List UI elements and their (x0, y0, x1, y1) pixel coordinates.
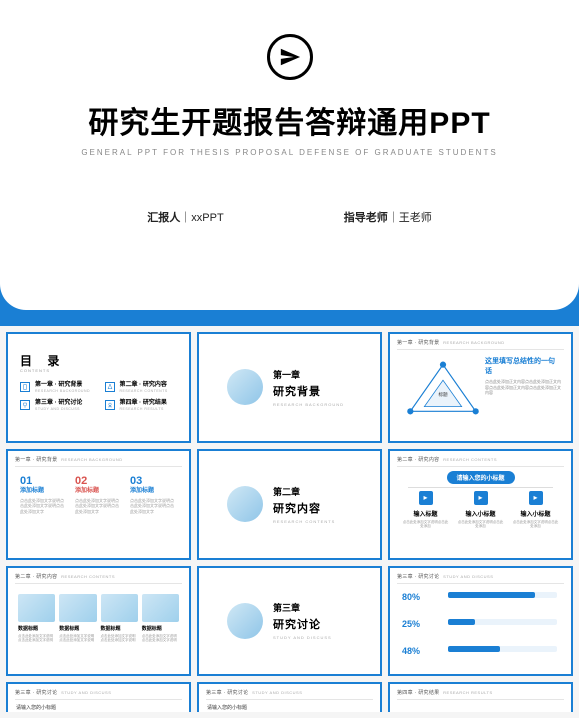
num-col: 03添加标题点击此处添加文字说明点击此处添加文字说明点击此处添加文字 (130, 475, 177, 515)
chapter-image (227, 603, 263, 639)
num-col: 02添加标题点击此处添加文字说明点击此处添加文字说明点击此处添加文字 (75, 475, 122, 515)
chapter-heading: 第二章 研究内容 RESEARCH CONTENTS (273, 485, 335, 524)
triangle-diagram: 标题 (404, 360, 482, 418)
breadcrumb: 第三章 · 研究讨论 STUDY AND DISCUSS (206, 689, 302, 696)
hero-slide: 研究生开题报告答辩通用PPT GENERAL PPT FOR THESIS PR… (0, 0, 579, 326)
slide-partial[interactable]: 第三章 · 研究讨论 STUDY AND DISCUSS 请输入您的小标题 (197, 682, 382, 712)
medal-icon (105, 400, 115, 410)
num-col: 01添加标题点击此处添加文字说明点击此处添加文字说明点击此处添加文字 (20, 475, 67, 515)
four-columns: 数据标题点击此处添加文字说明点击此处添加文字说明 数据标题点击此处添加文字说明点… (18, 594, 179, 667)
toc-item: 第二章 · 研究内容RESEARCH CONTENTS (105, 382, 180, 394)
thumb-image (101, 594, 138, 622)
thumb-image (59, 594, 96, 622)
data-col: 数据标题点击此处添加文字说明点击此处添加文字说明 (142, 594, 179, 667)
reporter: 汇报人｜xxPPT (147, 209, 223, 225)
slide-chapter-3[interactable]: 第三章 研究讨论 STUDY AND DISCUSS (197, 566, 382, 677)
toc-item: 第三章 · 研究讨论STUDY AND DISCUSS (20, 400, 95, 412)
slide-cn-cols4[interactable]: 第二章 · 研究内容 RESEARCH CONTENTS 数据标题点击此处添加文… (6, 566, 191, 677)
toc-en: CONTENTS (20, 368, 50, 373)
slide-bg-triangle[interactable]: 第一章 · 研究背景 RESEARCH BACKGROUND 标题 这里填写总结… (388, 332, 573, 443)
advisor: 指导老师｜王老师 (344, 209, 432, 225)
breadcrumb: 第一章 · 研究背景 RESEARCH BACKGROUND (15, 456, 123, 463)
thumbnail-grid: 目 录 CONTENTS 第一章 · 研究背景RESEARCH BACKGROU… (0, 326, 579, 718)
bar-chart: 80% 25% 48% (448, 590, 557, 659)
partial-subtitle: 请输入您的小标题 (207, 704, 372, 711)
breadcrumb: 第四章 · 研究结果 RESEARCH RESULTS (397, 689, 493, 696)
hero-title: 研究生开题报告答辩通用PPT (0, 98, 579, 142)
bar-row: 25% (448, 619, 557, 625)
square-icon: ▸ (419, 491, 433, 505)
chapter-heading: 第一章 研究背景 RESEARCH BACKGROUND (273, 368, 344, 407)
svg-text:标题: 标题 (438, 391, 448, 398)
slide-cn-pill[interactable]: 第二章 · 研究内容 RESEARCH CONTENTS 请输入您的小标题 ▸输… (388, 449, 573, 560)
chapter-heading: 第三章 研究讨论 STUDY AND DISCUSS (273, 601, 332, 640)
flask-icon (105, 382, 115, 392)
toc-item: 第一章 · 研究背景RESEARCH BACKGROUND (20, 382, 95, 394)
toc-title: 目 录 (20, 352, 65, 369)
breadcrumb: 第三章 · 研究讨论 STUDY AND DISCUSS (397, 573, 493, 580)
slide-chapter-1[interactable]: 第一章 研究背景 RESEARCH BACKGROUND (197, 332, 382, 443)
subtitle-pill: 请输入您的小标题 (446, 471, 514, 484)
slide-bg-numbers[interactable]: 第一章 · 研究背景 RESEARCH BACKGROUND 01添加标题点击此… (6, 449, 191, 560)
info-box: ▸输入小标题点击此处添加文字说明点击此处添加 (512, 491, 559, 529)
data-col: 数据标题点击此处添加文字说明点击此处添加文字说明 (101, 594, 138, 667)
toc-items: 第一章 · 研究背景RESEARCH BACKGROUND 第二章 · 研究内容… (20, 382, 179, 411)
hero-credits: 汇报人｜xxPPT 指导老师｜王老师 (0, 209, 579, 225)
slide-chapter-2[interactable]: 第二章 研究内容 RESEARCH CONTENTS (197, 449, 382, 560)
info-box: ▸输入标题点击此处添加文字说明点击此处添加 (402, 491, 449, 529)
slide-dc-bars[interactable]: 第三章 · 研究讨论 STUDY AND DISCUSS 80% 25% 48% (388, 566, 573, 677)
data-col: 数据标题点击此处添加文字说明点击此处添加文字说明 (59, 594, 96, 667)
breadcrumb: 第二章 · 研究内容 RESEARCH CONTENTS (15, 573, 115, 580)
breadcrumb: 第三章 · 研究讨论 STUDY AND DISCUSS (15, 689, 111, 696)
paper-plane-icon (267, 34, 313, 80)
thumb-image (142, 594, 179, 622)
triangle-text: 这里填写总结性的一句话 点击此处添加正文内容点击此处添加正文内容点击此处添加正文… (485, 356, 561, 396)
chapter-image (227, 369, 263, 405)
bar-row: 48% (448, 646, 557, 652)
toc-item: 第四章 · 研究结果RESEARCH RESULTS (105, 400, 180, 412)
three-numbers: 01添加标题点击此处添加文字说明点击此处添加文字说明点击此处添加文字 02添加标… (20, 475, 177, 515)
breadcrumb: 第二章 · 研究内容 RESEARCH CONTENTS (397, 456, 497, 463)
square-icon: ▸ (474, 491, 488, 505)
thumb-image (18, 594, 55, 622)
boxes-row: ▸输入标题点击此处添加文字说明点击此处添加 ▸输入小标题点击此处添加文字说明点击… (402, 491, 559, 529)
hero-subtitle: GENERAL PPT FOR THESIS PROPOSAL DEFENSE … (0, 148, 579, 157)
hero-card: 研究生开题报告答辩通用PPT GENERAL PPT FOR THESIS PR… (0, 0, 579, 310)
data-col: 数据标题点击此处添加文字说明点击此处添加文字说明 (18, 594, 55, 667)
chapter-image (227, 486, 263, 522)
square-icon: ▸ (529, 491, 543, 505)
slide-partial[interactable]: 第四章 · 研究结果 RESEARCH RESULTS (388, 682, 573, 712)
cup-icon (20, 400, 30, 410)
partial-subtitle: 请输入您的小标题 (16, 704, 181, 711)
info-box: ▸输入小标题点击此处添加文字说明点击此处添加 (457, 491, 504, 529)
bar-row: 80% (448, 592, 557, 598)
breadcrumb: 第一章 · 研究背景 RESEARCH BACKGROUND (397, 339, 505, 346)
slide-partial[interactable]: 第三章 · 研究讨论 STUDY AND DISCUSS 请输入您的小标题 (6, 682, 191, 712)
file-icon (20, 382, 30, 392)
slide-toc[interactable]: 目 录 CONTENTS 第一章 · 研究背景RESEARCH BACKGROU… (6, 332, 191, 443)
